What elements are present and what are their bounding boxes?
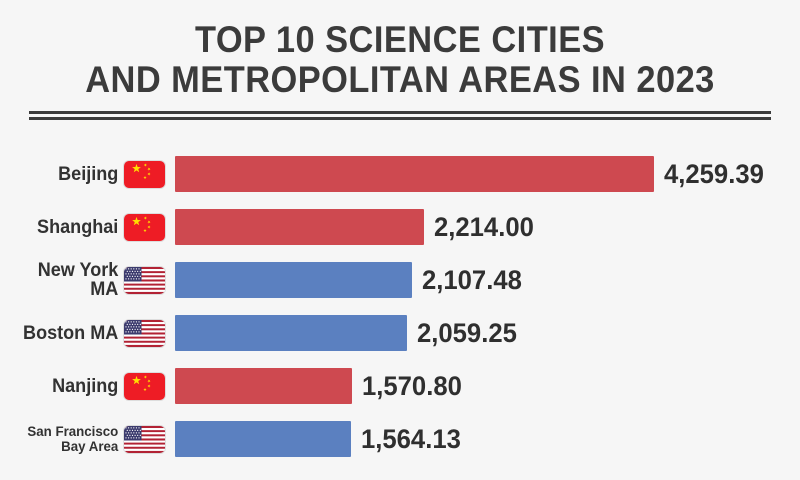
bar-container: 2,107.48 bbox=[175, 262, 800, 298]
bar-container: 1,564.13 bbox=[175, 421, 800, 457]
chart-row: Nanjing 1,570.80 bbox=[0, 364, 800, 417]
value-label: 2,214.00 bbox=[433, 211, 534, 242]
bar-container: 2,059.25 bbox=[175, 315, 800, 351]
chart-row-inner: Shanghai 2,214.00 bbox=[0, 205, 800, 249]
value-bar bbox=[175, 262, 412, 298]
title-divider bbox=[29, 111, 771, 120]
china-flag bbox=[124, 372, 165, 400]
china-flag bbox=[124, 160, 165, 188]
title-block: TOP 10 SCIENCE CITIES AND METROPOLITAN A… bbox=[0, 0, 800, 120]
chart-row-inner: New York MA 2,107.48 bbox=[0, 258, 800, 302]
chart-row: New York MA 2,107.48 bbox=[0, 258, 800, 311]
usa-flag bbox=[124, 425, 165, 453]
value-label: 2,059.25 bbox=[416, 317, 517, 348]
chart-row: San Francisco Bay Area 1,564.13 bbox=[0, 417, 800, 470]
page-title-line-1: TOP 10 SCIENCE CITIES bbox=[194, 19, 606, 60]
bar-chart: Beijing 4,259.39 Shanghai 2,214.00 New York … bbox=[0, 152, 800, 470]
china-flag bbox=[124, 213, 165, 241]
usa-flag bbox=[124, 266, 165, 294]
city-label: Shanghai bbox=[37, 216, 119, 238]
chart-row-inner: Nanjing 1,570.80 bbox=[0, 364, 800, 408]
usa-flag bbox=[124, 319, 165, 347]
value-label: 4,259.39 bbox=[664, 158, 764, 189]
chart-row-inner: Boston MA 2,059.25 bbox=[0, 311, 800, 355]
value-bar bbox=[175, 421, 351, 457]
value-bar bbox=[175, 156, 654, 192]
chart-row-inner: Beijing 4,259.39 bbox=[0, 152, 800, 196]
bar-container: 2,214.00 bbox=[175, 209, 800, 245]
bar-container: 4,259.39 bbox=[175, 156, 800, 192]
city-label: Nanjing bbox=[52, 375, 119, 397]
chart-row-inner: San Francisco Bay Area 1,564.13 bbox=[0, 417, 800, 461]
bar-container: 1,570.80 bbox=[175, 368, 800, 404]
value-bar bbox=[175, 368, 352, 404]
chart-row: Boston MA 2,059.25 bbox=[0, 311, 800, 364]
value-label: 1,570.80 bbox=[361, 370, 462, 401]
divider-rule-top bbox=[29, 111, 771, 114]
city-label: New York MA bbox=[37, 260, 119, 300]
value-bar bbox=[175, 209, 424, 245]
city-label: Boston MA bbox=[23, 322, 119, 344]
value-label: 1,564.13 bbox=[360, 423, 461, 454]
page-title-line-2: AND METROPOLITAN AREAS IN 2023 bbox=[85, 59, 715, 100]
value-label: 2,107.48 bbox=[422, 264, 522, 295]
chart-row: Shanghai 2,214.00 bbox=[0, 205, 800, 258]
city-label: Beijing bbox=[58, 163, 119, 185]
divider-rule-bottom bbox=[29, 117, 771, 120]
chart-row: Beijing 4,259.39 bbox=[0, 152, 800, 205]
value-bar bbox=[175, 315, 407, 351]
city-label: San Francisco Bay Area bbox=[27, 423, 119, 454]
